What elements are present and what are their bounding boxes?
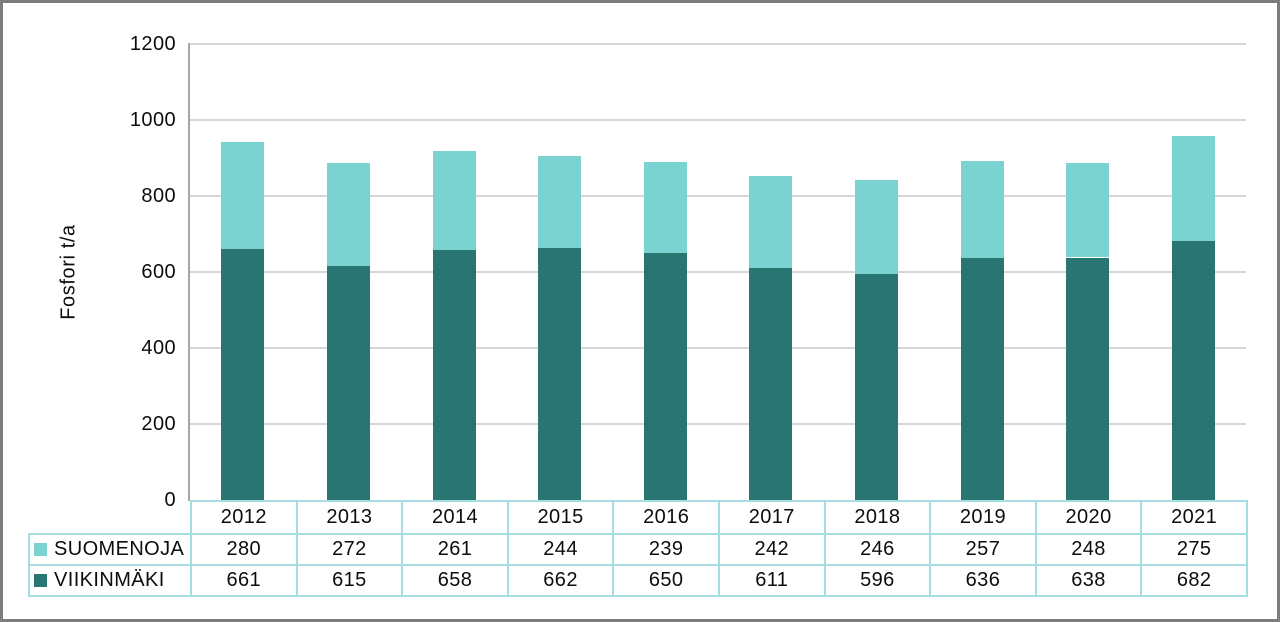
bar-segment xyxy=(854,180,898,274)
legend-series-name: SUOMENOJA xyxy=(54,538,185,560)
data-table: 2012 2013 2014 2015 2016 2017 2018 2019 2020 2021… xyxy=(28,500,1248,597)
bar-segment xyxy=(960,160,1004,259)
bar-segment xyxy=(749,175,793,268)
value-cell: 261 xyxy=(401,533,509,566)
legend-cell: SUOMENOJA xyxy=(28,533,192,566)
bar-segment xyxy=(432,250,476,500)
bar-segment xyxy=(960,258,1004,500)
value-cell: 636 xyxy=(929,564,1037,597)
year-header-cell: 2017 xyxy=(717,500,826,535)
year-header-cell: 2016 xyxy=(612,500,720,535)
y-axis-line xyxy=(188,43,190,501)
y-tick-label: 400 xyxy=(141,337,176,359)
year-header-cell: 2020 xyxy=(1034,500,1143,535)
year-header-cell: 2012 xyxy=(190,500,298,535)
legend-key-swatch xyxy=(34,574,47,587)
table-body: 2012 2013 2014 2015 2016 2017 2018 2019 2020 2021… xyxy=(28,500,1248,597)
value-cell: 682 xyxy=(1140,564,1248,597)
bar-segment xyxy=(749,267,793,500)
value-cell: 650 xyxy=(612,564,720,597)
value-cell: 662 xyxy=(506,564,615,597)
year-header-cell: 2018 xyxy=(823,500,932,535)
gridline xyxy=(190,423,1246,425)
bar-segment xyxy=(538,248,582,500)
value-cell: 244 xyxy=(506,533,615,566)
bar-segment xyxy=(221,142,265,249)
value-cell: 272 xyxy=(295,533,404,566)
value-cell: 661 xyxy=(190,564,298,597)
bar-segment xyxy=(643,253,687,500)
gridline xyxy=(190,271,1246,273)
value-cell: 246 xyxy=(823,533,932,566)
value-cell: 611 xyxy=(717,564,826,597)
bar-segment xyxy=(221,248,265,500)
value-cell: 658 xyxy=(401,564,509,597)
legend-key-swatch xyxy=(34,543,47,556)
y-tick-label: 800 xyxy=(141,185,176,207)
legend-series-name: VIIKINMÄKI xyxy=(54,569,165,591)
gridline xyxy=(190,119,1246,121)
value-cell: 248 xyxy=(1034,533,1143,566)
y-tick-label: 200 xyxy=(141,413,176,435)
bar-segment xyxy=(1171,240,1215,500)
year-header-cell: 2013 xyxy=(295,500,404,535)
bar-segment xyxy=(643,162,687,253)
year-header-cell: 2021 xyxy=(1140,500,1248,535)
bar-segment xyxy=(326,162,370,267)
value-cell: 257 xyxy=(929,533,1037,566)
value-cell: 242 xyxy=(717,533,826,566)
value-cell: 239 xyxy=(612,533,720,566)
bar-segment xyxy=(1066,257,1110,500)
bar-segment xyxy=(1066,163,1110,258)
y-tick-label: 1000 xyxy=(129,109,176,131)
year-header-cell: 2015 xyxy=(506,500,615,535)
bar-segment xyxy=(432,150,476,250)
bar-segment xyxy=(1171,136,1215,241)
value-cell: 280 xyxy=(190,533,298,566)
year-header-cell: 2014 xyxy=(401,500,509,535)
year-header-cell: 2019 xyxy=(929,500,1037,535)
bar-segment xyxy=(538,155,582,249)
gridline xyxy=(190,195,1246,197)
value-cell: 638 xyxy=(1034,564,1143,597)
legend-cell: VIIKINMÄKI xyxy=(28,564,192,597)
y-tick-label: 1200 xyxy=(129,33,176,55)
gridline xyxy=(190,43,1246,45)
table-corner-cell xyxy=(29,501,191,534)
bar-segment xyxy=(326,266,370,500)
bar-segment xyxy=(854,273,898,500)
y-tick-label: 600 xyxy=(141,261,176,283)
value-cell: 275 xyxy=(1140,533,1248,566)
gridline xyxy=(190,347,1246,349)
y-tick-label: 0 xyxy=(164,489,176,511)
value-cell: 596 xyxy=(823,564,932,597)
value-cell: 615 xyxy=(295,564,404,597)
